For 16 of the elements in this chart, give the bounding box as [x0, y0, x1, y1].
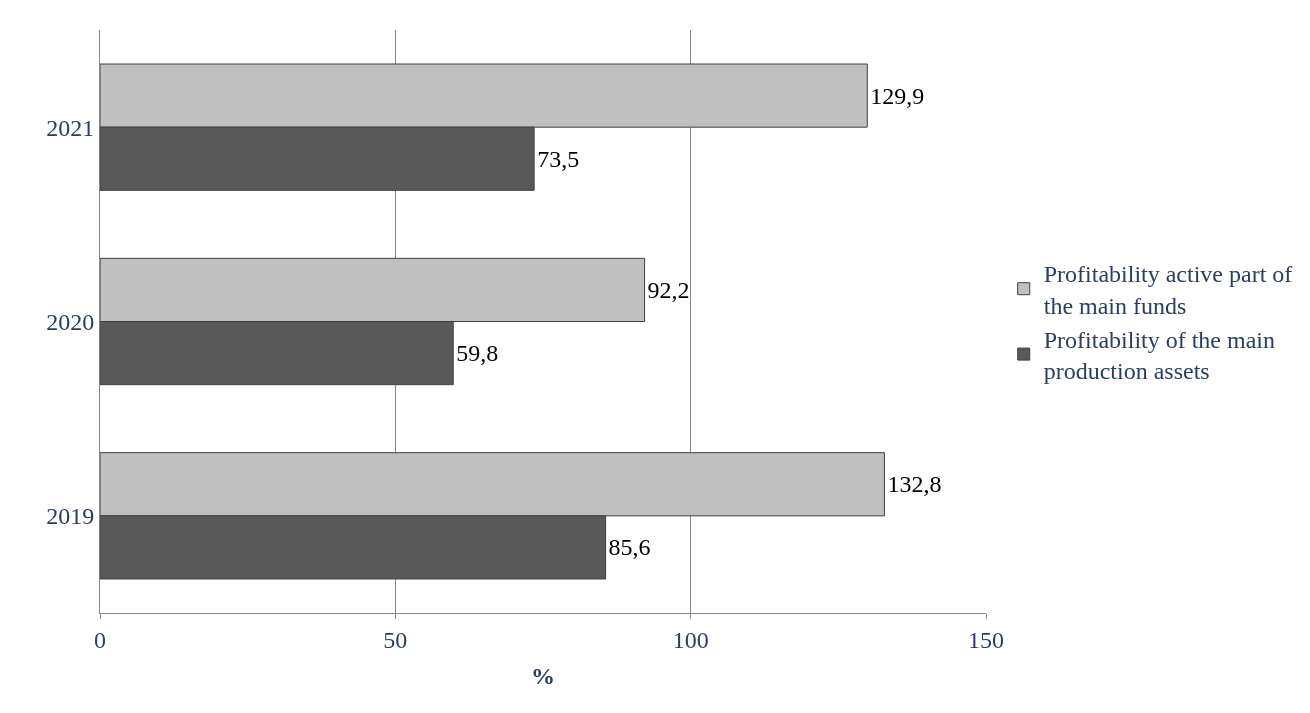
x-axis-title: % — [531, 663, 555, 690]
data-label: 132,8 — [887, 471, 942, 498]
legend-label: Profitability active part of the main funds — [1043, 261, 1293, 319]
data-label: 73,5 — [537, 145, 580, 172]
y-tick-label: 2021 — [46, 114, 95, 141]
data-label: 59,8 — [456, 340, 499, 367]
y-tick-label: 2020 — [46, 308, 95, 335]
x-tick-label: 100 — [672, 626, 709, 653]
data-label: 85,6 — [608, 534, 651, 561]
data-label: 129,9 — [870, 82, 925, 109]
x-tick-label: 50 — [383, 626, 408, 653]
x-tick-label: 0 — [94, 626, 106, 653]
legend-label: Profitability of the main production assets — [1043, 326, 1276, 385]
x-tick-label: 150 — [968, 626, 1004, 653]
y-tick-label: 2019 — [46, 503, 95, 530]
data-label: 92,2 — [647, 276, 690, 303]
